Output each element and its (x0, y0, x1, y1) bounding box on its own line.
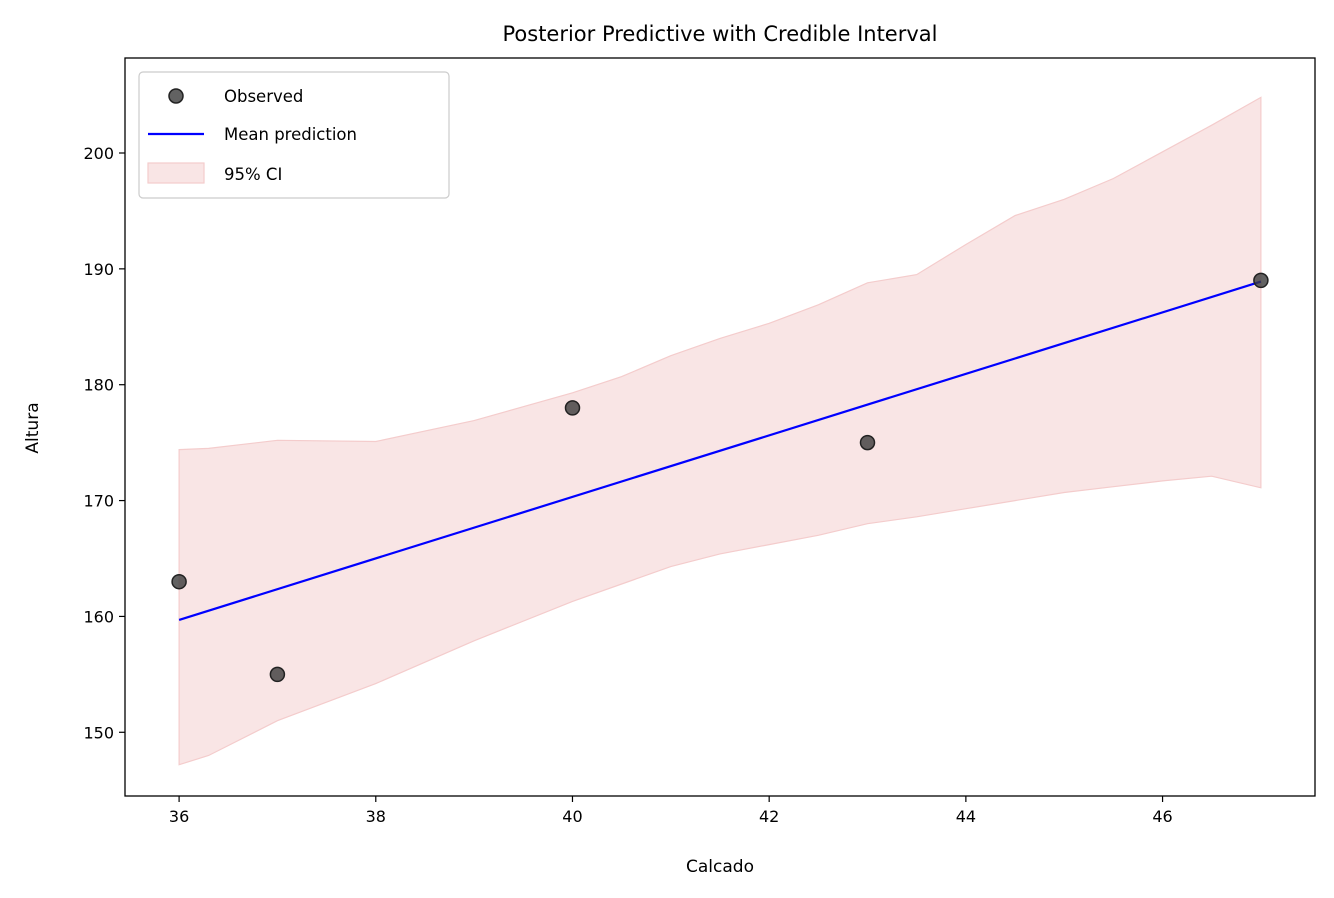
mean-line-layer (178, 280, 1262, 621)
y-tick-label: 160 (83, 607, 114, 626)
plot-area-frame (124, 57, 1316, 797)
observed-point (171, 573, 187, 590)
x-tick-label: 38 (366, 807, 386, 826)
legend: Observed Mean prediction 95% CI (138, 71, 450, 199)
legend-mean-label: Mean prediction (224, 125, 357, 144)
y-axis-ticks: 150 160 170 180 190 200 (83, 144, 125, 742)
x-tick-label: 40 (562, 807, 582, 826)
observed-points-layer (171, 272, 1269, 683)
legend-ci-swatch (147, 162, 205, 184)
y-tick-label: 200 (83, 144, 114, 163)
x-tick-label: 44 (956, 807, 976, 826)
x-tick-label: 42 (759, 807, 779, 826)
x-axis-label: Calcado (686, 857, 754, 877)
chart-title: Posterior Predictive with Credible Inter… (502, 22, 937, 46)
mean-prediction-line (178, 280, 1262, 621)
credible-interval-band-layer (178, 96, 1262, 766)
observed-point (859, 434, 876, 451)
x-tick-label: 36 (169, 807, 189, 826)
observed-point (564, 400, 581, 416)
credible-interval-band (178, 96, 1262, 766)
observed-point (1253, 272, 1269, 289)
legend-ci-label: 95% CI (224, 165, 282, 184)
y-tick-label: 180 (83, 376, 114, 395)
y-tick-label: 170 (83, 492, 114, 511)
observed-point (269, 666, 286, 683)
x-axis-ticks: 36 38 40 42 44 46 (169, 796, 1173, 826)
legend-observed-marker (168, 88, 184, 104)
y-tick-label: 190 (83, 260, 114, 279)
y-tick-label: 150 (83, 723, 114, 742)
y-axis-label: Altura (23, 402, 43, 453)
legend-observed-label: Observed (224, 87, 303, 106)
x-tick-label: 46 (1152, 807, 1172, 826)
legend-frame (138, 71, 450, 199)
